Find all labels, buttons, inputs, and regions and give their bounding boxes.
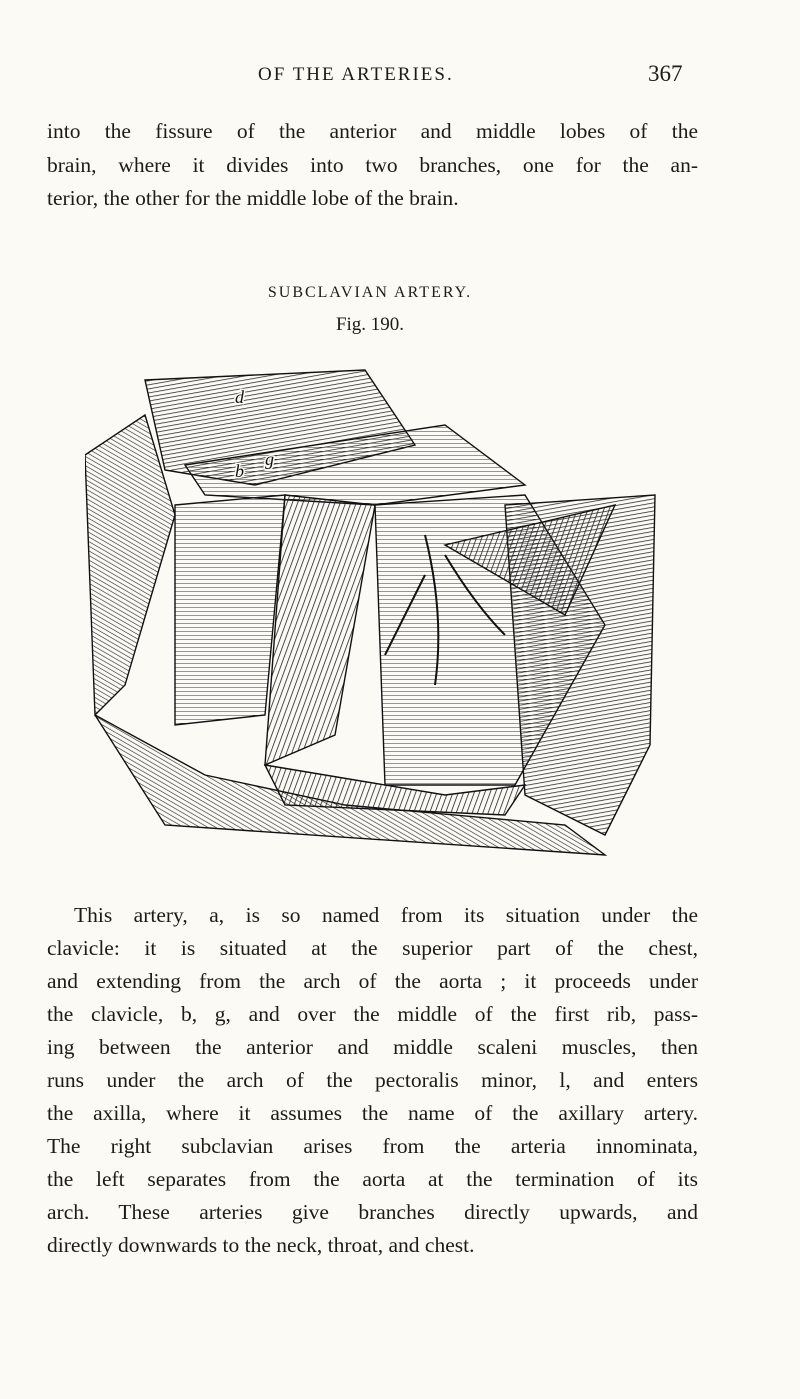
figure-label: b [235,461,244,481]
figure-title: SUBCLAVIAN ARTERY. [267,284,473,301]
illustration [85,369,656,856]
anatomical-figure: d b g [85,369,656,856]
page-number: 367 [648,61,683,86]
text-line: directly downwards to the neck, throat, … [47,1233,475,1257]
text-line: the clavicle, b, g, and over the middle … [47,1002,698,1026]
text-line: clavicle: it is situated at the superior… [47,936,698,960]
text-line: brain, where it divides into two branche… [47,152,698,177]
text-line: the left separates from the aorta at the… [47,1167,698,1191]
text-line: arch. These arteries give branches direc… [47,1200,698,1224]
text-line: This artery, a, is so named from its sit… [74,903,698,927]
figure-label: g [265,449,274,469]
running-head: OF THE ARTERIES. [258,64,454,85]
figure-label: d [235,387,245,407]
text-line: The right subclavian arises from the art… [47,1134,698,1158]
text-line: terior, the other for the middle lobe of… [47,186,459,210]
figure-caption: Fig. 190. [335,314,405,335]
text-line: ing between the anterior and middle scal… [47,1035,698,1059]
text-line: and extending from the arch of the aorta… [47,969,698,993]
text-line: into the fissure of the anterior and mid… [47,119,698,143]
text-line: runs under the arch of the pectoralis mi… [47,1068,698,1092]
text-line: the axilla, where it assumes the name of… [47,1101,698,1125]
